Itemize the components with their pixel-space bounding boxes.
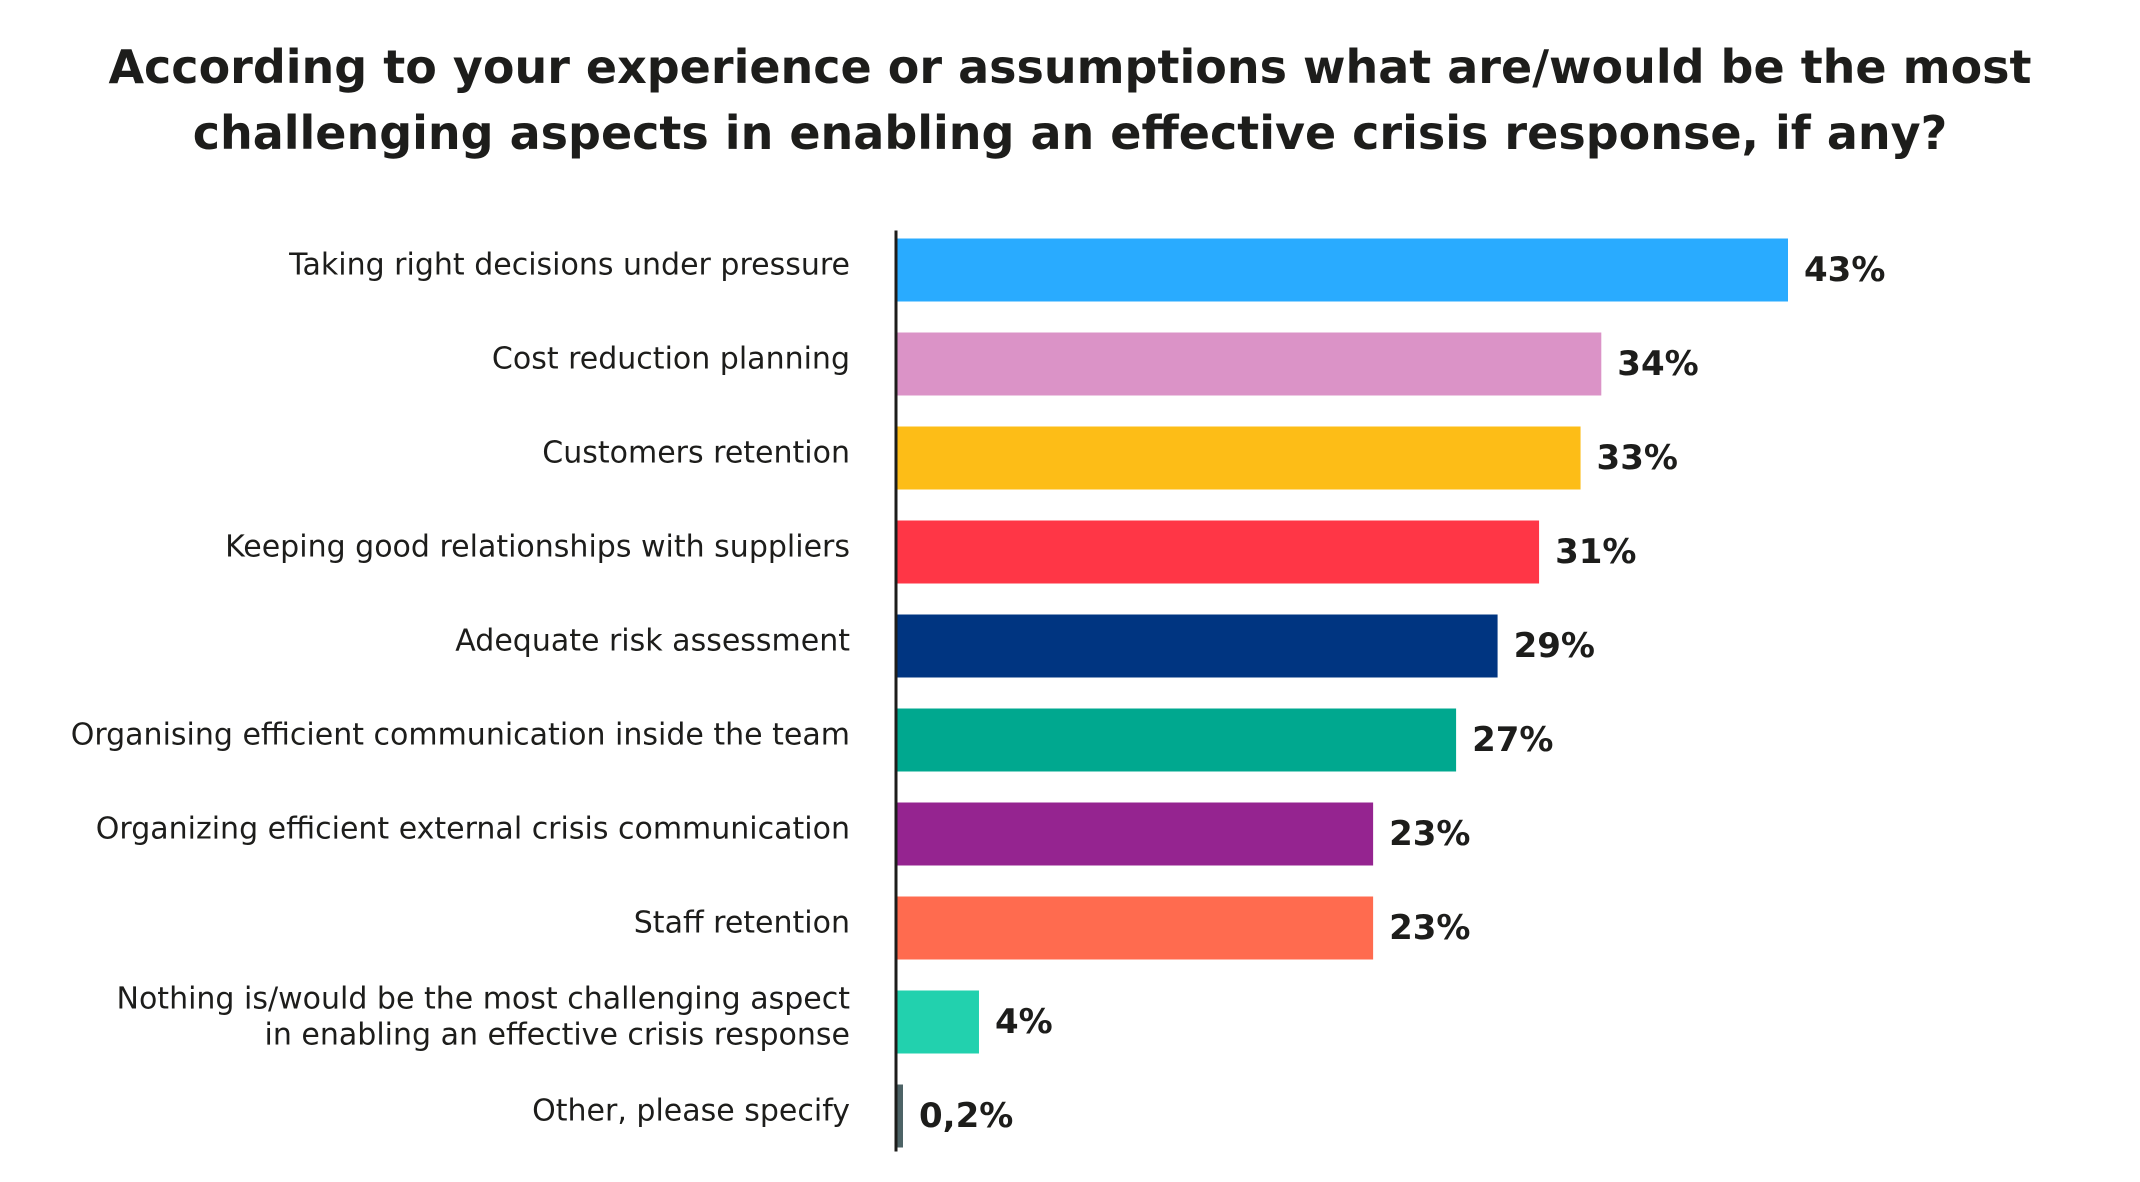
value-label-0: 43% bbox=[1804, 250, 1885, 290]
chart-title-line-2: challenging aspects in enabling an effec… bbox=[192, 106, 1948, 160]
bar-9 bbox=[896, 1084, 903, 1148]
value-label-7: 23% bbox=[1389, 908, 1470, 948]
category-label-6: Organizing efficient external crisis com… bbox=[96, 812, 850, 847]
category-label-4: Adequate risk assessment bbox=[455, 624, 850, 659]
bar-2 bbox=[896, 426, 1581, 490]
category-label-8-line-0: Nothing is/would be the most challenging… bbox=[117, 982, 851, 1017]
bar-7 bbox=[896, 896, 1374, 960]
category-label-3: Keeping good relationships with supplier… bbox=[225, 530, 850, 565]
chart-title: According to your experience or assumpti… bbox=[0, 34, 2140, 166]
category-label-1: Cost reduction planning bbox=[492, 342, 850, 377]
category-label-0: Taking right decisions under pressure bbox=[288, 248, 850, 283]
value-label-5: 27% bbox=[1472, 720, 1553, 760]
value-label-2: 33% bbox=[1597, 438, 1678, 478]
category-label-9: Other, please specify bbox=[532, 1094, 850, 1129]
value-label-8: 4% bbox=[995, 1002, 1053, 1042]
category-label-2: Customers retention bbox=[542, 436, 850, 471]
value-label-3: 31% bbox=[1555, 532, 1636, 572]
category-label-8-line-1: in enabling an effective crisis response bbox=[265, 1018, 850, 1053]
value-label-9: 0,2% bbox=[919, 1096, 1013, 1136]
bar-5 bbox=[896, 708, 1457, 772]
value-label-4: 29% bbox=[1514, 626, 1595, 666]
bar-0 bbox=[896, 238, 1788, 302]
bar-1 bbox=[896, 332, 1602, 396]
bar-8 bbox=[896, 990, 979, 1054]
value-label-1: 34% bbox=[1617, 344, 1698, 384]
value-label-6: 23% bbox=[1389, 814, 1470, 854]
chart-title-line-1: According to your experience or assumpti… bbox=[108, 40, 2032, 94]
bar-3 bbox=[896, 520, 1540, 584]
bar-4 bbox=[896, 614, 1498, 678]
category-label-7: Staff retention bbox=[634, 906, 850, 941]
bar-6 bbox=[896, 802, 1374, 866]
category-label-5: Organising efficient communication insid… bbox=[71, 718, 850, 753]
